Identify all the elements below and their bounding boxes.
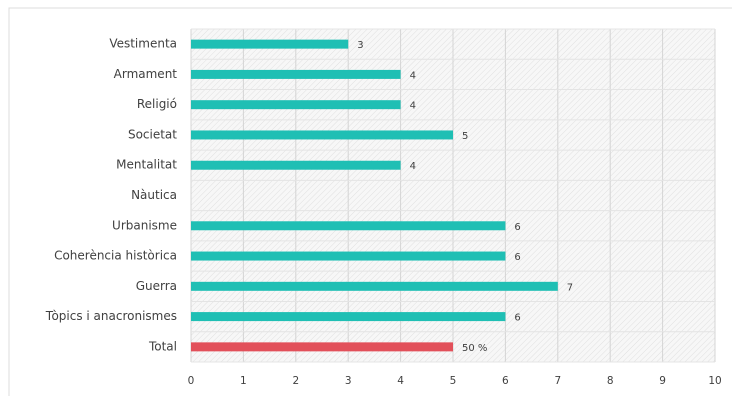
x-tick-label: 2 [292,375,299,387]
y-tick-label: Urbanisme [112,218,177,232]
y-tick-label: Nàutica [131,188,177,202]
y-tick-label: Tòpics i anacronismes [45,309,177,323]
x-tick-label: 0 [188,375,195,387]
bar [191,130,453,140]
value-label: 6 [514,222,520,233]
y-tick-label: Armament [114,67,178,81]
y-tick-label: Guerra [136,279,177,293]
bar [191,312,506,322]
chart-frame [8,7,732,400]
x-tick-label: 9 [659,375,666,387]
bar [191,281,558,291]
value-label: 4 [410,161,416,172]
bar [191,342,453,352]
y-tick-label: Mentalitat [116,158,177,172]
x-tick-label: 6 [502,375,509,387]
x-tick-label: 4 [397,375,404,387]
x-tick-label: 10 [708,375,721,387]
value-label: 6 [514,252,520,263]
bar [191,160,401,170]
value-label: 50 % [462,343,487,354]
y-tick-label: Societat [128,127,177,141]
bar [191,251,506,261]
value-label: 5 [462,131,468,142]
y-tick-label: Coherència històrica [54,249,177,263]
y-tick-label: Total [148,339,177,353]
value-label: 4 [410,101,416,112]
value-label: 3 [357,40,363,51]
bar [191,100,401,110]
value-label: 7 [567,282,573,293]
bar [191,69,401,79]
bar [191,221,506,231]
x-tick-label: 3 [345,375,352,387]
bar [191,39,349,49]
y-tick-label: Religió [137,97,177,111]
x-tick-label: 8 [607,375,614,387]
x-tick-label: 1 [240,375,247,387]
x-tick-label: 5 [450,375,457,387]
y-tick-label: Vestimenta [109,37,177,51]
x-tick-label: 7 [554,375,561,387]
value-label: 4 [410,70,416,81]
value-label: 6 [514,313,520,324]
